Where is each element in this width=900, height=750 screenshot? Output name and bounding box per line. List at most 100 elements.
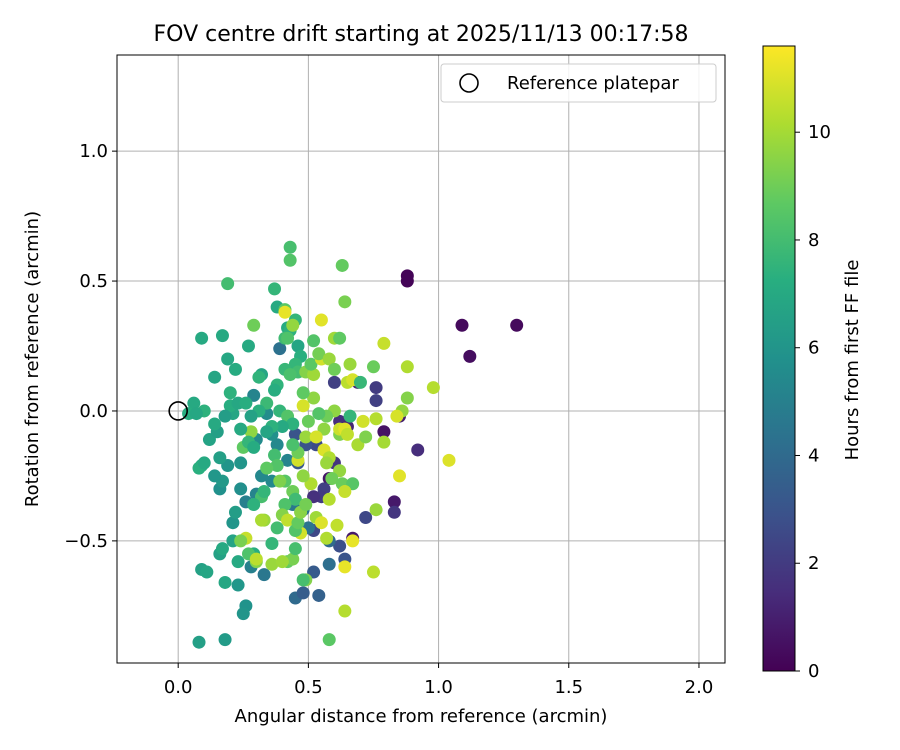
drift-point (255, 513, 269, 527)
drift-point (335, 258, 349, 272)
drift-point (260, 425, 274, 439)
x-axis-ticks: 0.0 0.5 1.0 1.5 2.0 (164, 663, 713, 698)
drift-point (281, 331, 295, 345)
drift-point (195, 331, 209, 345)
colorbar-tick-label: 8 (808, 230, 819, 251)
drift-point (247, 440, 261, 454)
drift-point (288, 542, 302, 556)
drift-point (197, 456, 211, 470)
drift-point (333, 331, 347, 345)
x-tick-label: 2.0 (685, 677, 714, 698)
drift-point (192, 635, 206, 649)
drift-point (257, 485, 271, 499)
drift-point (239, 396, 253, 410)
drift-point (283, 253, 297, 267)
drift-point (314, 313, 328, 327)
drift-point (353, 375, 367, 389)
drift-point (252, 370, 266, 384)
drift-point (312, 588, 326, 602)
drift-point (281, 513, 295, 527)
drift-point (218, 575, 232, 589)
colorbar-tick-label: 10 (808, 122, 831, 143)
drift-point (390, 409, 404, 423)
drift-point (369, 412, 383, 426)
drift-point (296, 586, 310, 600)
drift-point (377, 425, 391, 439)
drift-point (215, 329, 229, 343)
drift-point (387, 495, 401, 509)
drift-point (322, 352, 336, 366)
drift-point (304, 357, 318, 371)
drift-point (270, 438, 284, 452)
colorbar: 0 2 4 6 8 10 Hours from first FF file (762, 45, 863, 682)
drift-point (338, 604, 352, 618)
drift-point (291, 516, 305, 530)
drift-point (273, 342, 287, 356)
drift-point (244, 409, 258, 423)
colorbar-tick-label: 0 (808, 661, 819, 682)
colorbar-tick-label: 6 (808, 338, 819, 359)
legend-box (440, 63, 717, 103)
drift-point (322, 492, 336, 506)
x-tick-label: 1.5 (554, 677, 583, 698)
drift-point (301, 414, 315, 428)
drift-point (226, 516, 240, 530)
drift-point (312, 347, 326, 361)
drift-point (393, 469, 407, 483)
y-tick-label: 1.0 (79, 141, 108, 162)
drift-point (200, 565, 214, 579)
x-tick-label: 0.0 (164, 677, 193, 698)
drift-point (278, 498, 292, 512)
reference-platepar-marker (168, 401, 188, 421)
drift-point (288, 427, 302, 441)
legend: Reference platepar (440, 63, 717, 103)
drift-point (442, 453, 456, 467)
drift-point (260, 461, 274, 475)
drift-point (265, 557, 279, 571)
drift-point (236, 607, 250, 621)
drift-point (377, 435, 391, 449)
x-axis-label: Angular distance from reference (arcmin) (235, 706, 608, 727)
drift-point (387, 505, 401, 519)
drift-point (231, 578, 245, 592)
drift-point (247, 318, 261, 332)
drift-point (228, 362, 242, 376)
drift-point (275, 420, 289, 434)
drift-point (257, 568, 271, 582)
drift-point (270, 521, 284, 535)
drift-point (208, 417, 222, 431)
drift-point (275, 555, 289, 569)
drift-point (296, 399, 310, 413)
drift-point (343, 409, 357, 423)
drift-point (346, 534, 360, 548)
drift-point (327, 375, 341, 389)
drift-point (270, 459, 284, 473)
drift-point (377, 336, 391, 350)
y-axis-label: Rotation from reference (arcmin) (22, 211, 43, 507)
y-tick-label: 0.0 (79, 401, 108, 422)
drift-point (281, 453, 295, 467)
drift-point (369, 381, 383, 395)
drift-point (343, 357, 357, 371)
plot-frame (116, 54, 726, 664)
drift-point (247, 498, 261, 512)
drift-point (299, 498, 313, 512)
drift-point (283, 240, 297, 254)
drift-point (218, 409, 232, 423)
drift-point (400, 360, 414, 374)
drift-point (426, 381, 440, 395)
drift-point (333, 539, 347, 553)
drift-point (208, 370, 222, 384)
drift-point (359, 430, 373, 444)
drift-point (307, 391, 321, 405)
drift-point (322, 633, 336, 647)
drift-point (286, 552, 300, 566)
x-tick-label: 1.0 (424, 677, 453, 698)
drift-point (296, 386, 310, 400)
drift-point (268, 282, 282, 296)
drift-point (286, 438, 300, 452)
drift-point (291, 339, 305, 353)
drift-point (296, 573, 310, 587)
drift-point (241, 339, 255, 353)
